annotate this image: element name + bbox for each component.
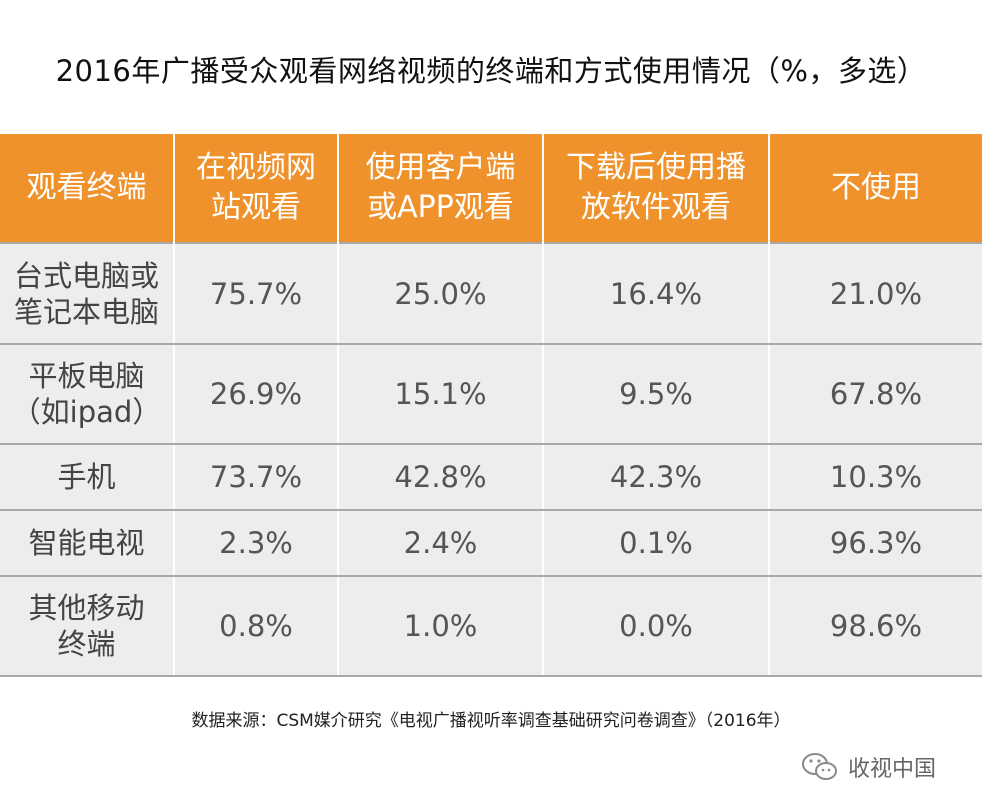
table-cell: 10.3% [768,444,982,511]
header-download: 下载后使用播 放软件观看 [542,134,769,243]
table-row: 手机 73.7% 42.8% 42.3% 10.3% [0,444,982,511]
data-table: 观看终端 在视频网 站观看 使用客户端 或APP观看 下载后使用播 放软件观看 不使用… [0,134,982,677]
table-row: 智能电视 2.3% 2.4% 0.1% 96.3% [0,510,982,577]
table-cell: 2.3% [173,510,338,577]
table-cell: 42.8% [337,444,543,511]
table-cell: 96.3% [768,510,982,577]
header-not-used: 不使用 [768,134,982,243]
source-note: 数据来源：CSM媒介研究《电视广播视听率调查基础研究问卷调查》（2016年） [191,711,791,731]
table-cell: 25.0% [337,242,543,345]
table-cell: 15.1% [337,344,543,445]
table-cell: 98.6% [768,576,982,677]
wechat-icon [802,753,837,780]
table-cell: 26.9% [173,344,338,445]
table-cell: 0.0% [542,576,769,677]
chart-title: 2016年广播受众观看网络视频的终端和方式使用情况（%，多选） [55,54,927,88]
row-label: 台式电脑或 笔记本电脑 [0,242,174,345]
table-cell: 9.5% [542,344,769,445]
row-label: 手机 [0,444,174,511]
table-cell: 16.4% [542,242,769,345]
table-cell: 75.7% [173,242,338,345]
table-cell: 42.3% [542,444,769,511]
table-cell: 1.0% [337,576,543,677]
watermark-text: 收视中国 [848,757,937,782]
header-website: 在视频网 站观看 [173,134,338,243]
table-cell: 21.0% [768,242,982,345]
table-row: 其他移动 终端 0.8% 1.0% 0.0% 98.6% [0,576,982,677]
header-terminal: 观看终端 [0,134,174,243]
table-row: 台式电脑或 笔记本电脑 75.7% 25.0% 16.4% 21.0% [0,242,982,345]
table-cell: 0.1% [542,510,769,577]
watermark: 收视中国 [800,750,936,784]
table-cell: 73.7% [173,444,338,511]
table-cell: 0.8% [173,576,338,677]
table-cell: 67.8% [768,344,982,445]
row-label: 其他移动 终端 [0,576,174,677]
row-label: 智能电视 [0,510,174,577]
table-cell: 2.4% [337,510,543,577]
header-row: 观看终端 在视频网 站观看 使用客户端 或APP观看 下载后使用播 放软件观看 不使用 [0,134,982,243]
header-app: 使用客户端 或APP观看 [337,134,543,243]
table-row: 平板电脑 （如ipad） 26.9% 15.1% 9.5% 67.8% [0,344,982,445]
row-label: 平板电脑 （如ipad） [0,344,174,445]
